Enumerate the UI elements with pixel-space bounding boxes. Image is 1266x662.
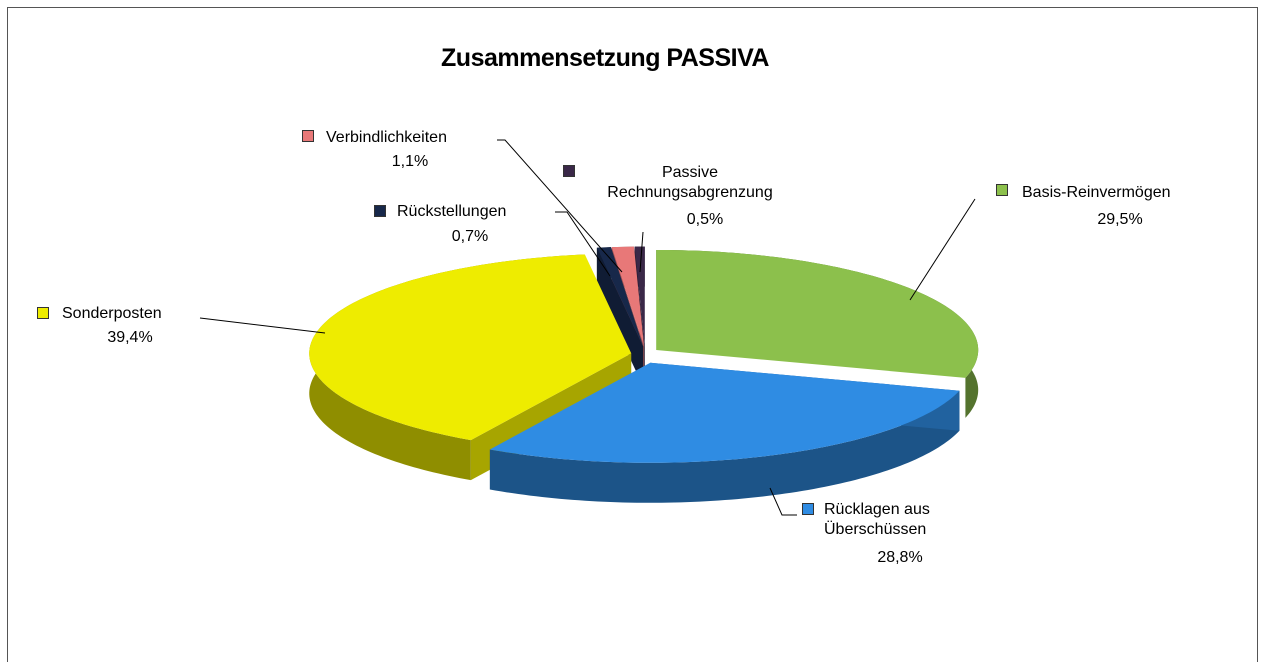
legend-key xyxy=(802,503,814,515)
leader-line xyxy=(497,139,623,273)
leader-line xyxy=(769,487,797,516)
leader-line xyxy=(555,211,611,277)
legend-key xyxy=(302,130,314,142)
legend-key xyxy=(37,307,49,319)
slice-edge xyxy=(596,247,644,387)
slice-tops xyxy=(309,246,979,463)
category-label: Verbindlichkeiten xyxy=(326,129,447,146)
category-label: Passive Rechnungsabgrenzung xyxy=(607,164,773,201)
category-label: Basis-Reinvermögen xyxy=(1022,184,1171,201)
slice xyxy=(611,246,645,347)
slice-side xyxy=(489,390,960,503)
value-label: 28,8% xyxy=(877,549,923,566)
value-label: 0,7% xyxy=(451,228,489,245)
slice xyxy=(634,246,645,347)
frame xyxy=(7,7,1258,662)
category-label: Sonderposten xyxy=(62,305,162,322)
leader-line xyxy=(909,198,976,301)
category-label: Rückstellungen xyxy=(397,203,507,220)
value-label: 29,5% xyxy=(1097,211,1143,228)
slice xyxy=(489,362,960,463)
slice xyxy=(309,254,632,441)
value-label: 1,1% xyxy=(391,153,429,170)
value-label: 0,5% xyxy=(686,211,724,228)
legend-key xyxy=(374,205,386,217)
slice xyxy=(596,247,644,347)
legend-key xyxy=(563,165,575,177)
leader-line xyxy=(199,317,326,334)
legend-key xyxy=(996,184,1008,196)
slice xyxy=(656,249,979,378)
chart-title: Zusammensetzung PASSIVA xyxy=(441,44,769,72)
leader-line xyxy=(639,231,644,273)
category-label: Rücklagen aus Überschüssen xyxy=(824,501,930,538)
value-label: 39,4% xyxy=(107,329,153,346)
